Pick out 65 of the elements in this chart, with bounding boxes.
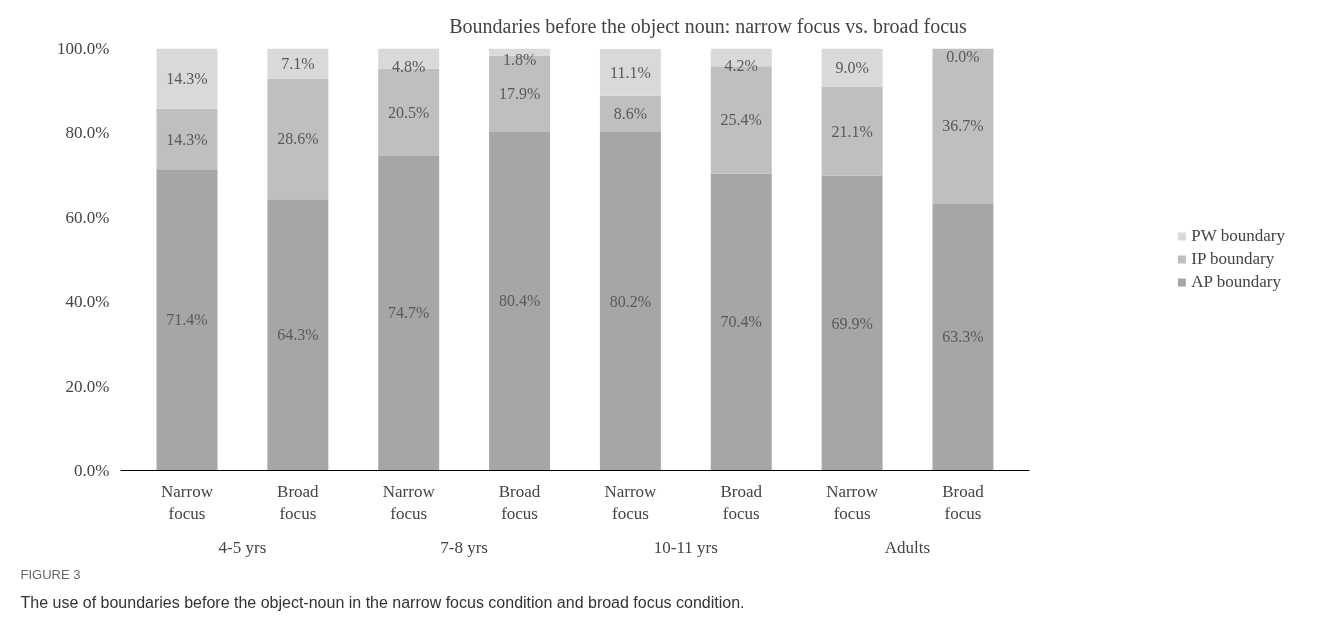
data-label: 80.2% <box>609 292 652 310</box>
data-label: 25.4% <box>720 111 762 129</box>
data-label: 17.9% <box>498 84 541 102</box>
data-label: 70.4% <box>720 313 762 331</box>
x-tick-label: Narrow focus <box>826 481 879 524</box>
chart-title: Boundaries before the object noun: narrow focus vs. broad focus <box>449 14 968 38</box>
data-label: 71.4% <box>166 311 208 329</box>
bar <box>599 95 661 133</box>
bar <box>378 155 440 471</box>
bar <box>599 48 661 96</box>
y-tick-label: 100.0% <box>57 39 110 58</box>
bar <box>710 173 772 471</box>
data-label: 14.3% <box>166 70 208 88</box>
bar <box>489 55 551 132</box>
bar <box>267 199 329 471</box>
x-tick-label: Narrow focus <box>161 481 214 524</box>
data-label: 63.3% <box>942 328 984 346</box>
x-tick-label: Narrow focus <box>604 481 658 524</box>
legend-label: IP boundary <box>1191 249 1275 269</box>
data-label: 80.4% <box>498 292 541 310</box>
bar <box>267 78 329 200</box>
data-label: 9.0% <box>835 58 869 76</box>
data-label: 74.7% <box>388 304 430 322</box>
text: The use of boundaries before the object-noun in the narrow focus condition and broad focus condition. <box>20 593 745 611</box>
y-tick-label: 20.0% <box>65 376 110 396</box>
x-tick-label: Broad focus <box>277 481 320 524</box>
x-tick-label: Broad focus <box>720 481 763 524</box>
data-label: 0.0% <box>946 48 980 65</box>
y-tick-label: 0.0% <box>74 461 110 480</box>
bar <box>821 86 883 176</box>
y-tick-label: 40.0% <box>65 292 110 312</box>
bar <box>156 169 218 471</box>
data-label: 21.1% <box>831 122 873 140</box>
bar <box>821 175 883 471</box>
bar <box>156 108 218 170</box>
data-label: 36.7% <box>942 117 984 135</box>
data-label: 20.5% <box>388 103 430 121</box>
legend-label: PW boundary <box>1191 226 1285 246</box>
data-label: 7.1% <box>281 54 315 72</box>
data-label: 28.6% <box>277 130 319 148</box>
text: 4-5 yrs <box>218 537 267 557</box>
data-label: 64.3% <box>277 326 319 344</box>
caption: FIGURE 3 <box>20 566 81 582</box>
bar <box>932 48 994 204</box>
bar <box>489 131 551 471</box>
data-label: 11.1% <box>610 63 651 81</box>
data-label: 4.8% <box>392 58 426 76</box>
x-tick-label: Narrow focus <box>382 481 436 524</box>
data-label: 8.6% <box>613 105 648 123</box>
text: 10-11 yrs <box>653 537 718 557</box>
x-tick-label: Broad focus <box>498 481 541 524</box>
bar <box>156 48 218 109</box>
data-label: 14.3% <box>166 130 208 148</box>
x-tick-label: Broad focus <box>942 481 985 524</box>
text: 7-8 yrs <box>440 537 488 557</box>
data-label: 4.2% <box>724 56 758 74</box>
y-tick-label: 60.0% <box>65 207 110 227</box>
bar <box>489 48 551 56</box>
text: Adults <box>884 537 931 557</box>
legend-label: AP boundary <box>1191 272 1281 292</box>
data-label: 1.8% <box>502 51 537 69</box>
y-tick-label: 80.0% <box>65 123 110 143</box>
bar <box>932 203 994 471</box>
bar <box>599 132 661 471</box>
data-label: 69.9% <box>831 314 873 332</box>
